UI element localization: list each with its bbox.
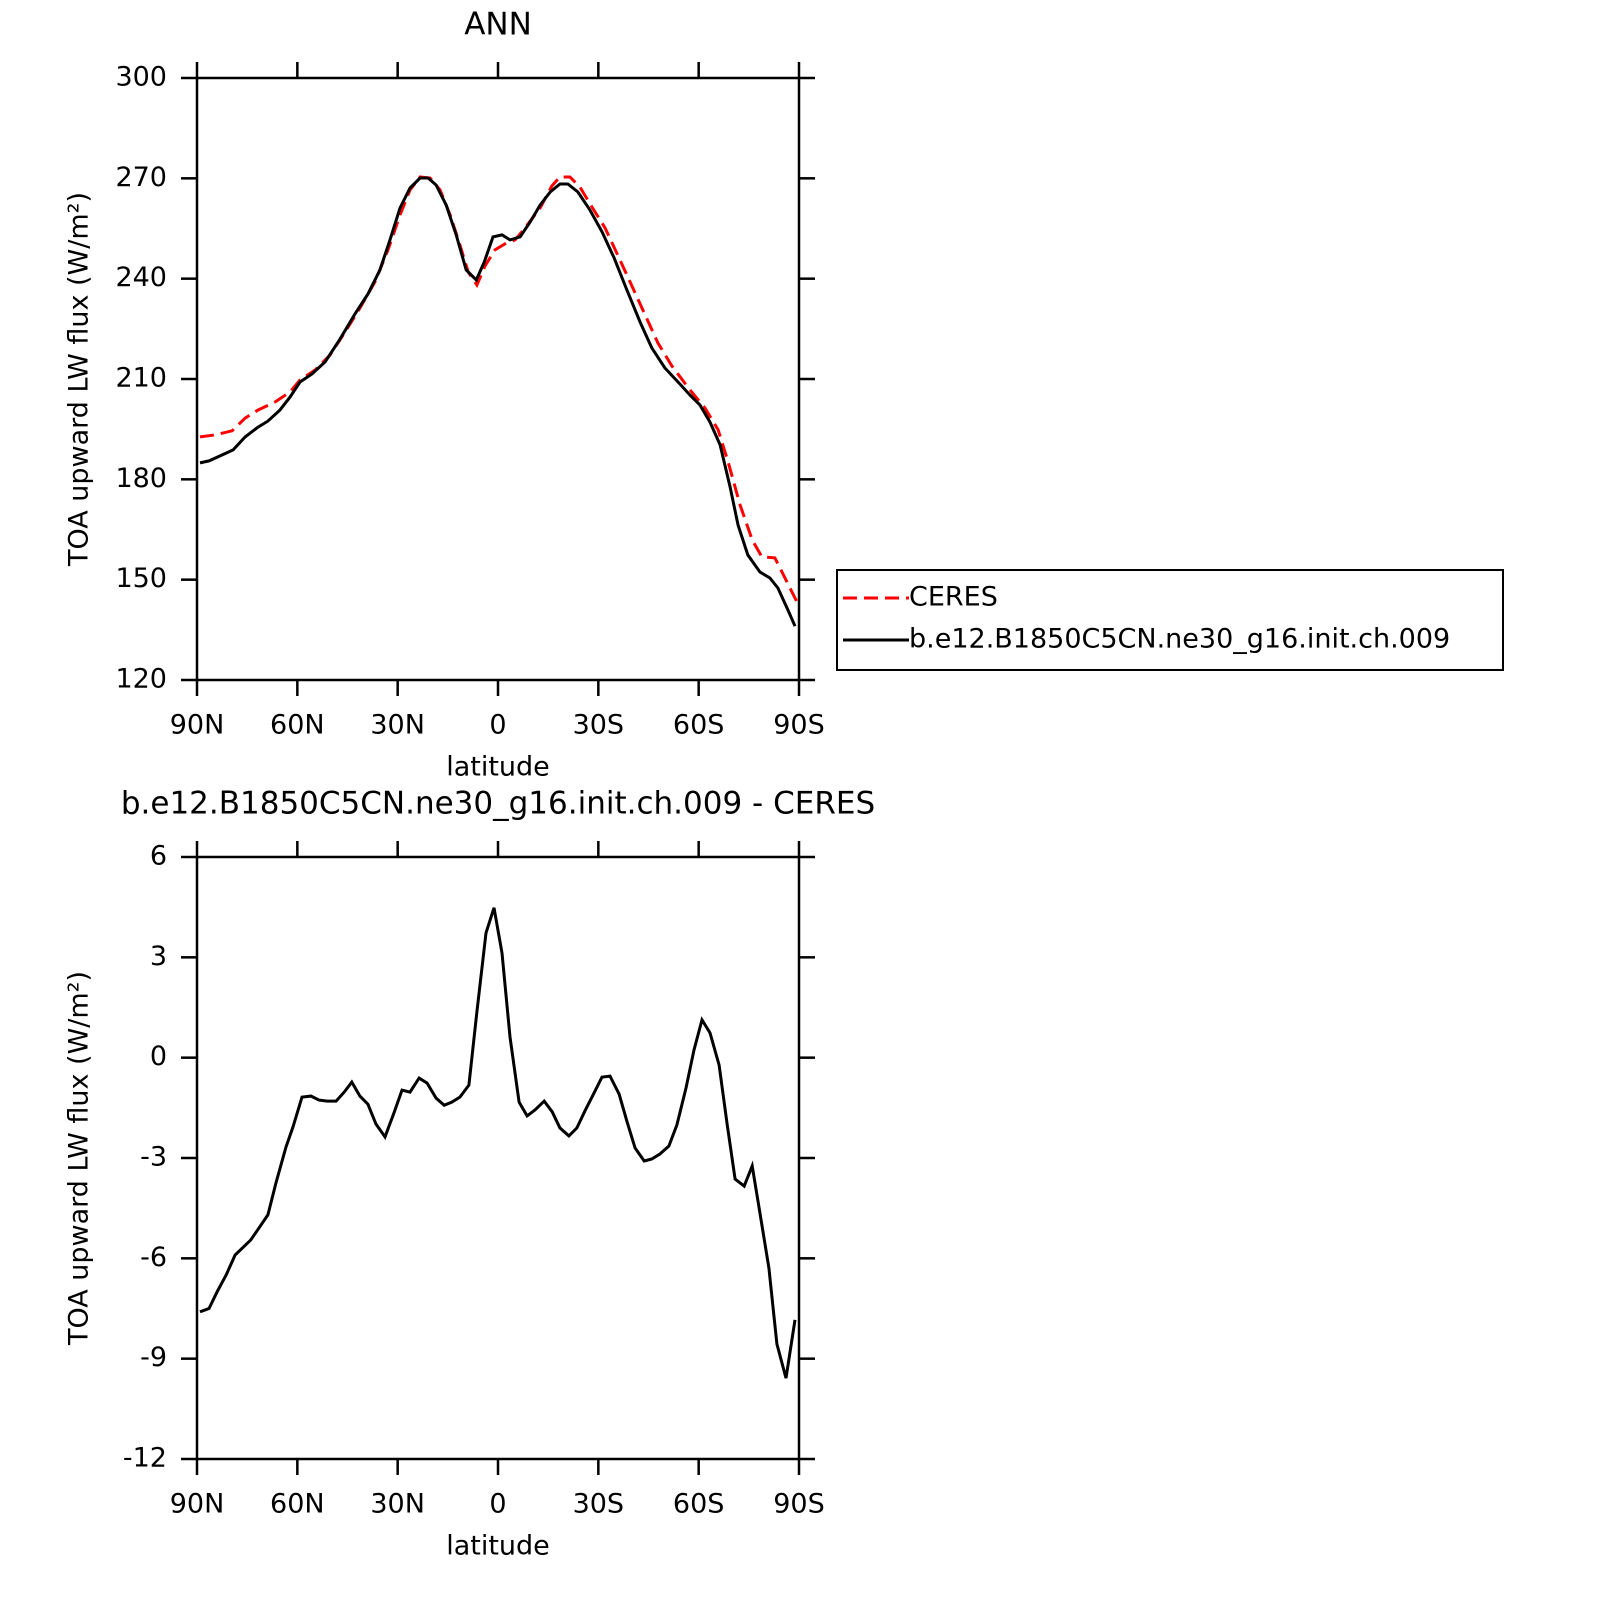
x-tick-label: 30S bbox=[573, 710, 625, 741]
x-tick-label: 90S bbox=[773, 710, 825, 741]
y-tick-label: 0 bbox=[150, 1041, 167, 1072]
x-tick-label: 90N bbox=[170, 710, 225, 741]
y-axis-label: TOA upward LW flux (W/m²) bbox=[64, 971, 95, 1346]
y-tick-label: 240 bbox=[115, 262, 167, 293]
data-line bbox=[199, 175, 799, 603]
chart-title: ANN bbox=[464, 7, 532, 43]
y-tick-label: 120 bbox=[115, 664, 167, 695]
y-tick-label: 210 bbox=[115, 363, 167, 394]
plot-frame bbox=[195, 76, 801, 682]
legend-label: CERES bbox=[909, 582, 998, 613]
legend-box bbox=[836, 569, 1504, 671]
x-axis-label: latitude bbox=[446, 1531, 550, 1562]
plot-frame bbox=[195, 855, 801, 1461]
y-tick-label: -6 bbox=[140, 1242, 167, 1273]
x-tick-label: 30N bbox=[370, 710, 425, 741]
data-line bbox=[199, 176, 797, 627]
data-line bbox=[199, 907, 797, 1379]
x-tick-label: 30S bbox=[573, 1489, 625, 1520]
chart-title: b.e12.B1850C5CN.ne30_g16.init.ch.009 - C… bbox=[121, 786, 875, 822]
x-tick-label: 90S bbox=[773, 1489, 825, 1520]
y-tick-label: 270 bbox=[115, 162, 167, 193]
y-tick-label: 300 bbox=[115, 62, 167, 93]
y-tick-label: 6 bbox=[150, 841, 167, 872]
y-tick-label: -3 bbox=[140, 1142, 167, 1173]
x-tick-label: 0 bbox=[489, 710, 506, 741]
x-tick-label: 60N bbox=[270, 710, 325, 741]
x-axis-label: latitude bbox=[446, 752, 550, 783]
legend-label: b.e12.B1850C5CN.ne30_g16.init.ch.009 bbox=[909, 624, 1450, 655]
y-tick-label: 180 bbox=[115, 463, 167, 494]
y-axis-label: TOA upward LW flux (W/m²) bbox=[64, 192, 95, 567]
x-tick-label: 60S bbox=[673, 710, 725, 741]
x-tick-label: 30N bbox=[370, 1489, 425, 1520]
x-tick-label: 90N bbox=[170, 1489, 225, 1520]
y-tick-label: -9 bbox=[140, 1342, 167, 1373]
x-tick-label: 60S bbox=[673, 1489, 725, 1520]
y-tick-label: -12 bbox=[123, 1443, 167, 1474]
x-tick-label: 60N bbox=[270, 1489, 325, 1520]
y-tick-label: 3 bbox=[150, 941, 167, 972]
x-tick-label: 0 bbox=[489, 1489, 506, 1520]
y-tick-label: 150 bbox=[115, 563, 167, 594]
